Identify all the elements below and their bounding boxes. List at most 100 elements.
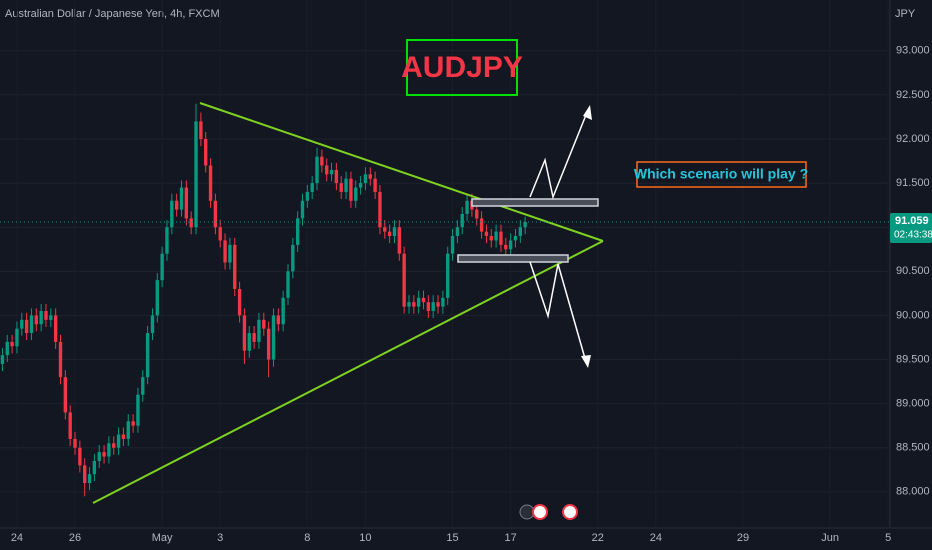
candle-body [479, 218, 484, 232]
candle-body [441, 297, 445, 307]
event-icon[interactable] [519, 504, 535, 520]
candle-body [204, 139, 208, 166]
candle-body [484, 231, 489, 237]
candle-body [276, 315, 281, 325]
y-tick-label: 89.000 [896, 398, 930, 410]
candle-body [494, 231, 498, 241]
candle-body [107, 443, 111, 457]
candle-body [286, 271, 290, 298]
candle-body [349, 178, 353, 201]
candle-body [339, 183, 343, 192]
x-tick-label: 17 [505, 532, 517, 544]
question-annotation: Which scenario will play ? [634, 166, 808, 182]
candle-body [136, 394, 140, 426]
candle-body [0, 355, 5, 364]
candle-body [300, 200, 305, 219]
x-tick-label: 8 [304, 532, 310, 544]
candle-body [392, 227, 397, 237]
candle-body [208, 165, 213, 201]
bullish-path [529, 109, 589, 200]
candle-body [397, 227, 402, 254]
candle-body [87, 474, 92, 484]
candle-body [237, 288, 242, 316]
candle-body [160, 253, 164, 281]
candle-body [465, 200, 469, 214]
currency-label: JPY [895, 8, 916, 20]
last-price-badge [890, 213, 932, 244]
candle-body [513, 236, 518, 241]
candle-body [184, 187, 189, 219]
x-tick-label: 15 [446, 532, 458, 544]
candle-body [116, 434, 121, 448]
candle-body [523, 222, 527, 228]
last-price-label: 91.059 [895, 215, 929, 227]
chart-title: Australian Dollar / Japanese Yen, 4h, FX… [5, 8, 220, 20]
candle-body [407, 302, 411, 307]
candle-body [436, 302, 440, 307]
candle-body [368, 174, 372, 179]
candle-body [354, 187, 358, 201]
x-tick-label: Jun [821, 532, 839, 544]
candle-body [20, 319, 24, 329]
candle-body [402, 253, 406, 307]
x-tick-label: 10 [359, 532, 371, 544]
candle-body [53, 315, 58, 342]
candle-body [102, 452, 106, 457]
support-zone [457, 254, 569, 263]
candle-body [455, 227, 460, 237]
candle-body [310, 183, 314, 192]
candle-body [213, 200, 218, 228]
candle-body [179, 187, 184, 210]
candle-body [373, 178, 377, 192]
candle-body [29, 315, 34, 334]
candle-body [97, 452, 101, 461]
candle-body [334, 169, 339, 184]
candle-body [199, 121, 203, 140]
candle-body [141, 377, 145, 395]
candle-body [78, 447, 82, 466]
countdown-label: 02:43:38 [894, 230, 932, 241]
candle-body [121, 434, 126, 439]
candle-body [242, 315, 247, 351]
event-icon[interactable] [532, 504, 548, 520]
candle-body [387, 231, 392, 237]
x-tick-label: 24 [11, 532, 23, 544]
candle-body [344, 178, 348, 192]
arrow-head [583, 105, 592, 120]
resistance-zone [471, 198, 599, 207]
x-tick-label: 26 [69, 532, 81, 544]
bearish-path [529, 261, 587, 363]
candle-body [291, 244, 295, 272]
candle-body [358, 183, 363, 188]
candle-body [518, 227, 523, 237]
candle-body [252, 333, 256, 342]
candle-body [325, 165, 329, 175]
drawings: AUDJPY Which scenario will play ? [92, 39, 808, 520]
candle-body [189, 218, 193, 228]
candle-body [5, 341, 9, 356]
candle-body [257, 319, 261, 342]
candle-body [508, 240, 513, 250]
x-tick-label: 22 [592, 532, 604, 544]
candle-body [194, 121, 198, 228]
x-tick-label: 5 [885, 532, 891, 544]
candle-body [489, 236, 493, 241]
candle-body [34, 315, 38, 325]
y-tick-label: 88.500 [896, 442, 930, 454]
candle-body [145, 333, 150, 378]
candle-body [431, 302, 435, 312]
lower-trendline [92, 240, 604, 504]
symbol-annotation: AUDJPY [401, 51, 523, 84]
candle-body [426, 302, 431, 312]
candle-body [112, 443, 116, 448]
candle-body [262, 319, 266, 329]
y-tick-label: 88.000 [896, 486, 930, 498]
candle-body [218, 227, 222, 241]
y-tick-label: 90.000 [896, 309, 930, 321]
event-icon[interactable] [562, 504, 578, 520]
candle-body [58, 341, 63, 378]
candle-body [49, 315, 53, 320]
candle-body [228, 244, 232, 263]
